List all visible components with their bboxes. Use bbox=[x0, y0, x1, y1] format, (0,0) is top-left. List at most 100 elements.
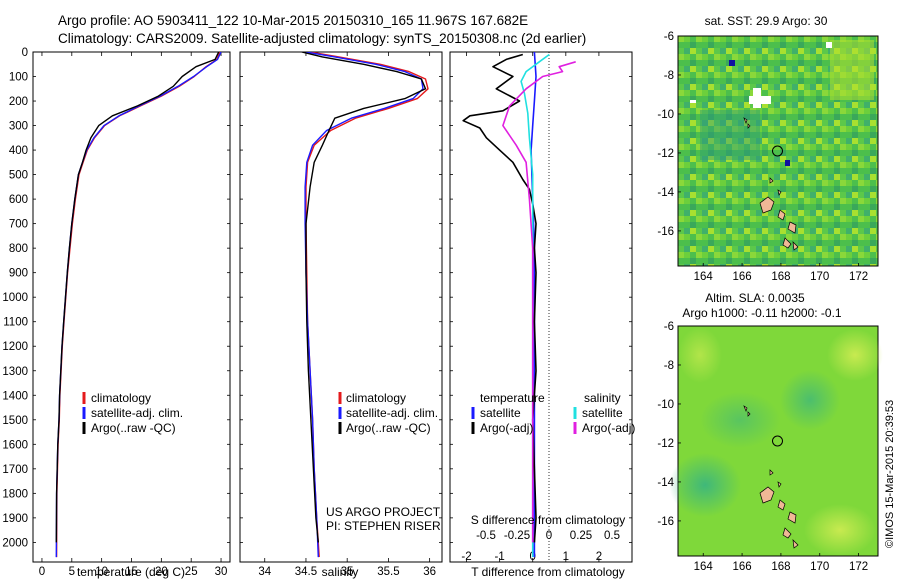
series-line-argo-raw-qc bbox=[55, 52, 220, 543]
x-tick-label: 0 bbox=[39, 566, 45, 578]
difference-legend-temperature-title: temperature bbox=[480, 391, 545, 405]
difference-panel-frame bbox=[449, 51, 633, 563]
sst-cool-patch bbox=[700, 110, 760, 160]
temperature-legend-climatology: climatology bbox=[91, 391, 151, 405]
s-tick-label: 0 bbox=[546, 530, 552, 542]
map-lat-label: -14 bbox=[657, 187, 674, 199]
temperature-legend-argo: Argo(..raw -QC) bbox=[91, 421, 176, 435]
map-lat-label: -12 bbox=[657, 148, 674, 160]
sla-map bbox=[669, 325, 883, 557]
x-tick-label: 34 bbox=[258, 566, 271, 578]
depth-tick-label: 700 bbox=[9, 219, 28, 231]
map-lon-label: 166 bbox=[732, 271, 751, 283]
difference-legend-salinity-title: salinity bbox=[584, 391, 621, 405]
map-lat-label: -8 bbox=[664, 360, 674, 372]
imos-credit: ©IMOS 15-Mar-2015 20:39:53 bbox=[884, 400, 896, 548]
salinity-legend: climatology satellite-adj. clim. Argo(..… bbox=[338, 391, 438, 435]
salinity-difference-ticks: -0.5 -0.25 0 0.25 0.5 bbox=[476, 530, 620, 542]
sst-dark-pixel bbox=[785, 160, 790, 166]
sla-low-anomaly bbox=[780, 370, 840, 430]
map-lon-label: 170 bbox=[810, 271, 829, 283]
sla-high-anomaly bbox=[827, 329, 883, 381]
x-tick-label: 35.5 bbox=[377, 566, 399, 578]
difference-lines bbox=[462, 52, 576, 558]
map-lon-label: 172 bbox=[849, 271, 868, 283]
salinity-legend-climatology: climatology bbox=[346, 391, 406, 405]
x-tick-label: 2 bbox=[596, 551, 602, 563]
sst-warm-patch bbox=[830, 40, 874, 100]
depth-tick-label: 1700 bbox=[2, 464, 28, 476]
salinity-legend-argo: Argo(..raw -QC) bbox=[346, 421, 431, 435]
temperature-x-ticks: 0 5 10 15 20 25 30 bbox=[39, 52, 227, 578]
depth-tick-label: 1400 bbox=[2, 390, 28, 402]
x-tick-label: 34.5 bbox=[295, 566, 317, 578]
depth-tick-label: 400 bbox=[9, 145, 28, 157]
depth-tick-label: 1300 bbox=[2, 366, 28, 378]
sst-dark-pixel bbox=[826, 42, 832, 48]
sst-island bbox=[743, 117, 782, 196]
x-tick-label: 25 bbox=[185, 566, 198, 578]
x-tick-label: 36 bbox=[423, 566, 436, 578]
map-lon-label: 168 bbox=[771, 561, 790, 573]
sla-low-anomaly bbox=[669, 453, 741, 517]
sst-cloud-gap bbox=[753, 88, 761, 108]
map-lat-label: -12 bbox=[657, 438, 674, 450]
salinity-lines bbox=[301, 52, 429, 558]
sla-island bbox=[759, 486, 799, 549]
sla-island bbox=[743, 405, 782, 488]
depth-tick-label: 800 bbox=[9, 243, 28, 255]
depth-tick-label: 1100 bbox=[3, 317, 28, 329]
temperature-lines bbox=[55, 52, 222, 558]
sst-map bbox=[677, 35, 879, 267]
depth-tick-label: 600 bbox=[9, 194, 28, 206]
x-tick-label: 1 bbox=[563, 551, 569, 563]
x-tick-label: -1 bbox=[495, 551, 505, 563]
x-tick-label: -2 bbox=[461, 551, 471, 563]
series-line-satellite-adj-clim bbox=[304, 52, 424, 558]
salinity-x-ticks: 34 34.5 35 35.5 36 bbox=[258, 52, 436, 578]
series-line-argo-raw-qc bbox=[301, 52, 427, 543]
x-tick-label: 5 bbox=[69, 566, 75, 578]
difference-xlabel-top: S difference from climatology bbox=[471, 513, 626, 527]
s-tick-label: 0.5 bbox=[604, 530, 620, 542]
temperature-legend: climatology satellite-adj. clim. Argo(..… bbox=[82, 391, 183, 435]
map-lon-label: 164 bbox=[694, 561, 714, 573]
depth-tick-label: 0 bbox=[22, 47, 28, 59]
series-line-t-argo-adj bbox=[462, 53, 537, 543]
difference-legend-t-argo: Argo(-adj) bbox=[480, 421, 533, 435]
sla-map-subtitle: Argo h1000: -0.11 h2000: -0.1 bbox=[682, 306, 842, 320]
salinity-panel-frame bbox=[239, 51, 443, 563]
sla-argo-location-marker bbox=[772, 435, 783, 447]
difference-xlabel: T difference from climatology bbox=[471, 565, 625, 579]
map-lon-label: 164 bbox=[694, 271, 714, 283]
x-tick-label: 10 bbox=[95, 566, 108, 578]
depth-tick-label: 200 bbox=[9, 96, 28, 108]
map-lat-label: -6 bbox=[664, 321, 674, 333]
temperature-xlabel: temperature (deg C) bbox=[77, 565, 185, 579]
map-lon-label: 168 bbox=[771, 271, 790, 283]
temperature-panel-frame bbox=[32, 51, 231, 563]
salinity-legend-satellite: satellite-adj. clim. bbox=[346, 406, 438, 420]
depth-tick-label: 1200 bbox=[2, 341, 28, 353]
s-tick-label: 0.25 bbox=[570, 530, 592, 542]
temperature-legend-satellite: satellite-adj. clim. bbox=[91, 406, 183, 420]
series-line-s-argo-adj bbox=[502, 61, 576, 543]
title-line-2: Climatology: CARS2009. Satellite-adjuste… bbox=[58, 31, 586, 46]
map-lat-label: -16 bbox=[657, 226, 674, 238]
s-tick-label: -0.25 bbox=[504, 530, 530, 542]
x-tick-label: 20 bbox=[155, 566, 168, 578]
salinity-xlabel: salinity bbox=[322, 565, 359, 579]
sst-map-ticks: 164 166 168 170 172 -6 -8 -10 -12 -14 -16 bbox=[657, 31, 868, 283]
project-credit: US ARGO PROJECT bbox=[326, 505, 441, 519]
map-lat-label: -6 bbox=[664, 31, 674, 43]
depth-axis: 0 100 200 300 400 500 600 700 800 900 1000 1100 1200… bbox=[2, 47, 632, 549]
sst-argo-location-marker bbox=[772, 145, 783, 157]
difference-legend-s-argo: Argo(-adj) bbox=[582, 421, 635, 435]
pi-credit: PI: STEPHEN RISER bbox=[326, 519, 441, 533]
depth-tick-label: 500 bbox=[9, 170, 28, 182]
sla-low-anomaly bbox=[700, 392, 780, 448]
depth-tick-label: 1500 bbox=[2, 415, 28, 427]
map-lat-label: -16 bbox=[657, 516, 674, 528]
sla-map-title: Altim. SLA: 0.0035 bbox=[705, 291, 805, 305]
